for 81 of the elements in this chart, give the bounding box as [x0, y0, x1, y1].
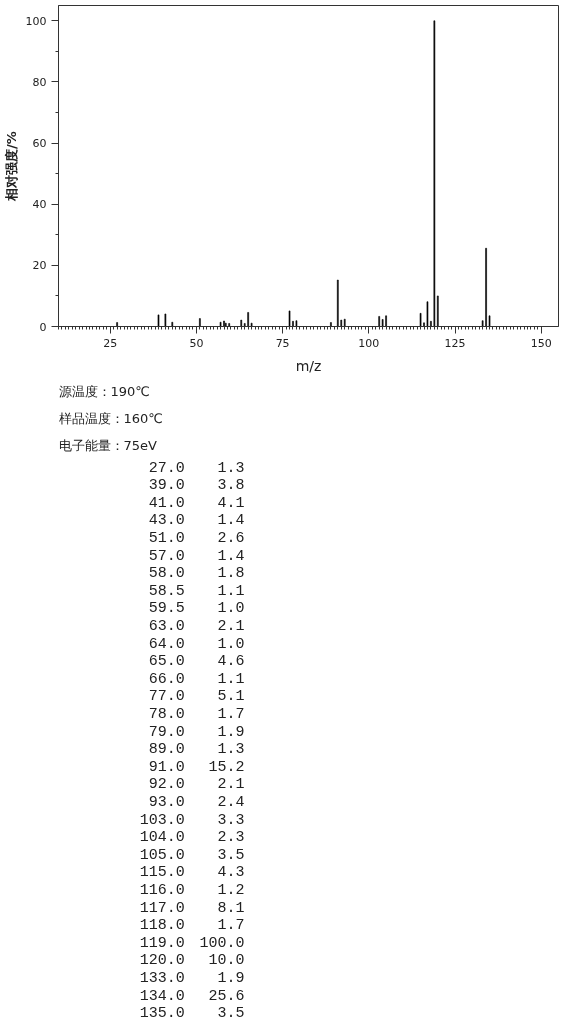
text: 1.8 — [217, 565, 245, 583]
text: 1.4 — [217, 512, 245, 530]
y-tick-label: 40 — [32, 198, 47, 212]
x-tick-label: 25 — [103, 336, 118, 350]
y-tick-label: 60 — [32, 137, 47, 151]
text: 电子能量：75eV — [58, 438, 158, 453]
x-tick-label: 150 — [530, 336, 552, 350]
text: 2.6 — [217, 529, 245, 547]
y-tick-label: 100 — [25, 14, 47, 28]
text: 103.0 — [139, 811, 185, 829]
text: 1.0 — [217, 635, 245, 653]
text: 58.0 — [148, 565, 185, 583]
text: 4.3 — [217, 864, 245, 882]
text: 1.1 — [217, 670, 245, 688]
text: 3.5 — [217, 846, 245, 864]
text: 1.3 — [217, 459, 245, 477]
text: 1.1 — [217, 582, 245, 600]
text: 89.0 — [148, 741, 185, 759]
text: 118.0 — [139, 917, 185, 935]
text: 3.3 — [217, 811, 245, 829]
text: 134.0 — [139, 987, 185, 1005]
text: 78.0 — [148, 705, 185, 723]
text: 27.0 — [148, 459, 185, 477]
text: 4.1 — [217, 494, 245, 512]
text: 4.6 — [217, 653, 245, 671]
text: 115.0 — [139, 864, 185, 882]
x-tick-label: 100 — [358, 336, 380, 350]
text: 91.0 — [148, 758, 185, 776]
y-tick-label: 20 — [32, 259, 47, 273]
text: 93.0 — [148, 793, 185, 811]
text: 2.1 — [217, 617, 245, 635]
text: 43.0 — [148, 512, 185, 530]
x-axis-title: m/z — [295, 357, 322, 374]
x-tick-label: 75 — [275, 336, 290, 350]
text: 116.0 — [139, 881, 185, 899]
text: 51.0 — [148, 529, 185, 547]
text: 77.0 — [148, 688, 185, 706]
text: 5.1 — [217, 688, 245, 706]
text: 1.3 — [217, 741, 245, 759]
y-tick-label: 0 — [39, 320, 47, 334]
text: 79.0 — [148, 723, 185, 741]
text: 1.9 — [217, 969, 245, 987]
text: 2.1 — [217, 776, 245, 794]
text: 源温度：190℃ — [58, 384, 150, 399]
text: 105.0 — [139, 846, 185, 864]
text: 8.1 — [217, 899, 245, 917]
text: 100.0 — [199, 934, 245, 952]
text: 135.0 — [139, 1005, 185, 1022]
text: 58.5 — [148, 582, 185, 600]
text: 1.0 — [217, 600, 245, 618]
text: 65.0 — [148, 653, 185, 671]
text: 10.0 — [208, 952, 245, 970]
x-tick-label: 50 — [189, 336, 204, 350]
text: 2.3 — [217, 829, 245, 847]
x-tick-label: 125 — [444, 336, 466, 350]
text: 39.0 — [148, 477, 185, 495]
text: 57.0 — [148, 547, 185, 565]
text: 104.0 — [139, 829, 185, 847]
y-tick-label: 80 — [32, 75, 47, 89]
text: 119.0 — [139, 934, 185, 952]
text: 1.2 — [217, 881, 245, 899]
text: 92.0 — [148, 776, 185, 794]
text: 63.0 — [148, 617, 185, 635]
text: 117.0 — [139, 899, 185, 917]
text: 样品温度：160℃ — [58, 411, 163, 426]
text: 66.0 — [148, 670, 185, 688]
text: 15.2 — [208, 758, 245, 776]
text: 1.4 — [217, 547, 245, 565]
text: 3.5 — [217, 1005, 245, 1022]
text: 3.8 — [217, 477, 245, 495]
text: 25.6 — [208, 987, 245, 1005]
text: 1.7 — [217, 705, 245, 723]
text: 59.5 — [148, 600, 185, 618]
text: 133.0 — [139, 969, 185, 987]
text: 1.7 — [217, 917, 245, 935]
text: 1.9 — [217, 723, 245, 741]
text: 120.0 — [139, 952, 185, 970]
text: 64.0 — [148, 635, 185, 653]
text: 2.4 — [217, 793, 245, 811]
y-axis-title: 相对强度/% — [3, 131, 19, 202]
text: 41.0 — [148, 494, 185, 512]
